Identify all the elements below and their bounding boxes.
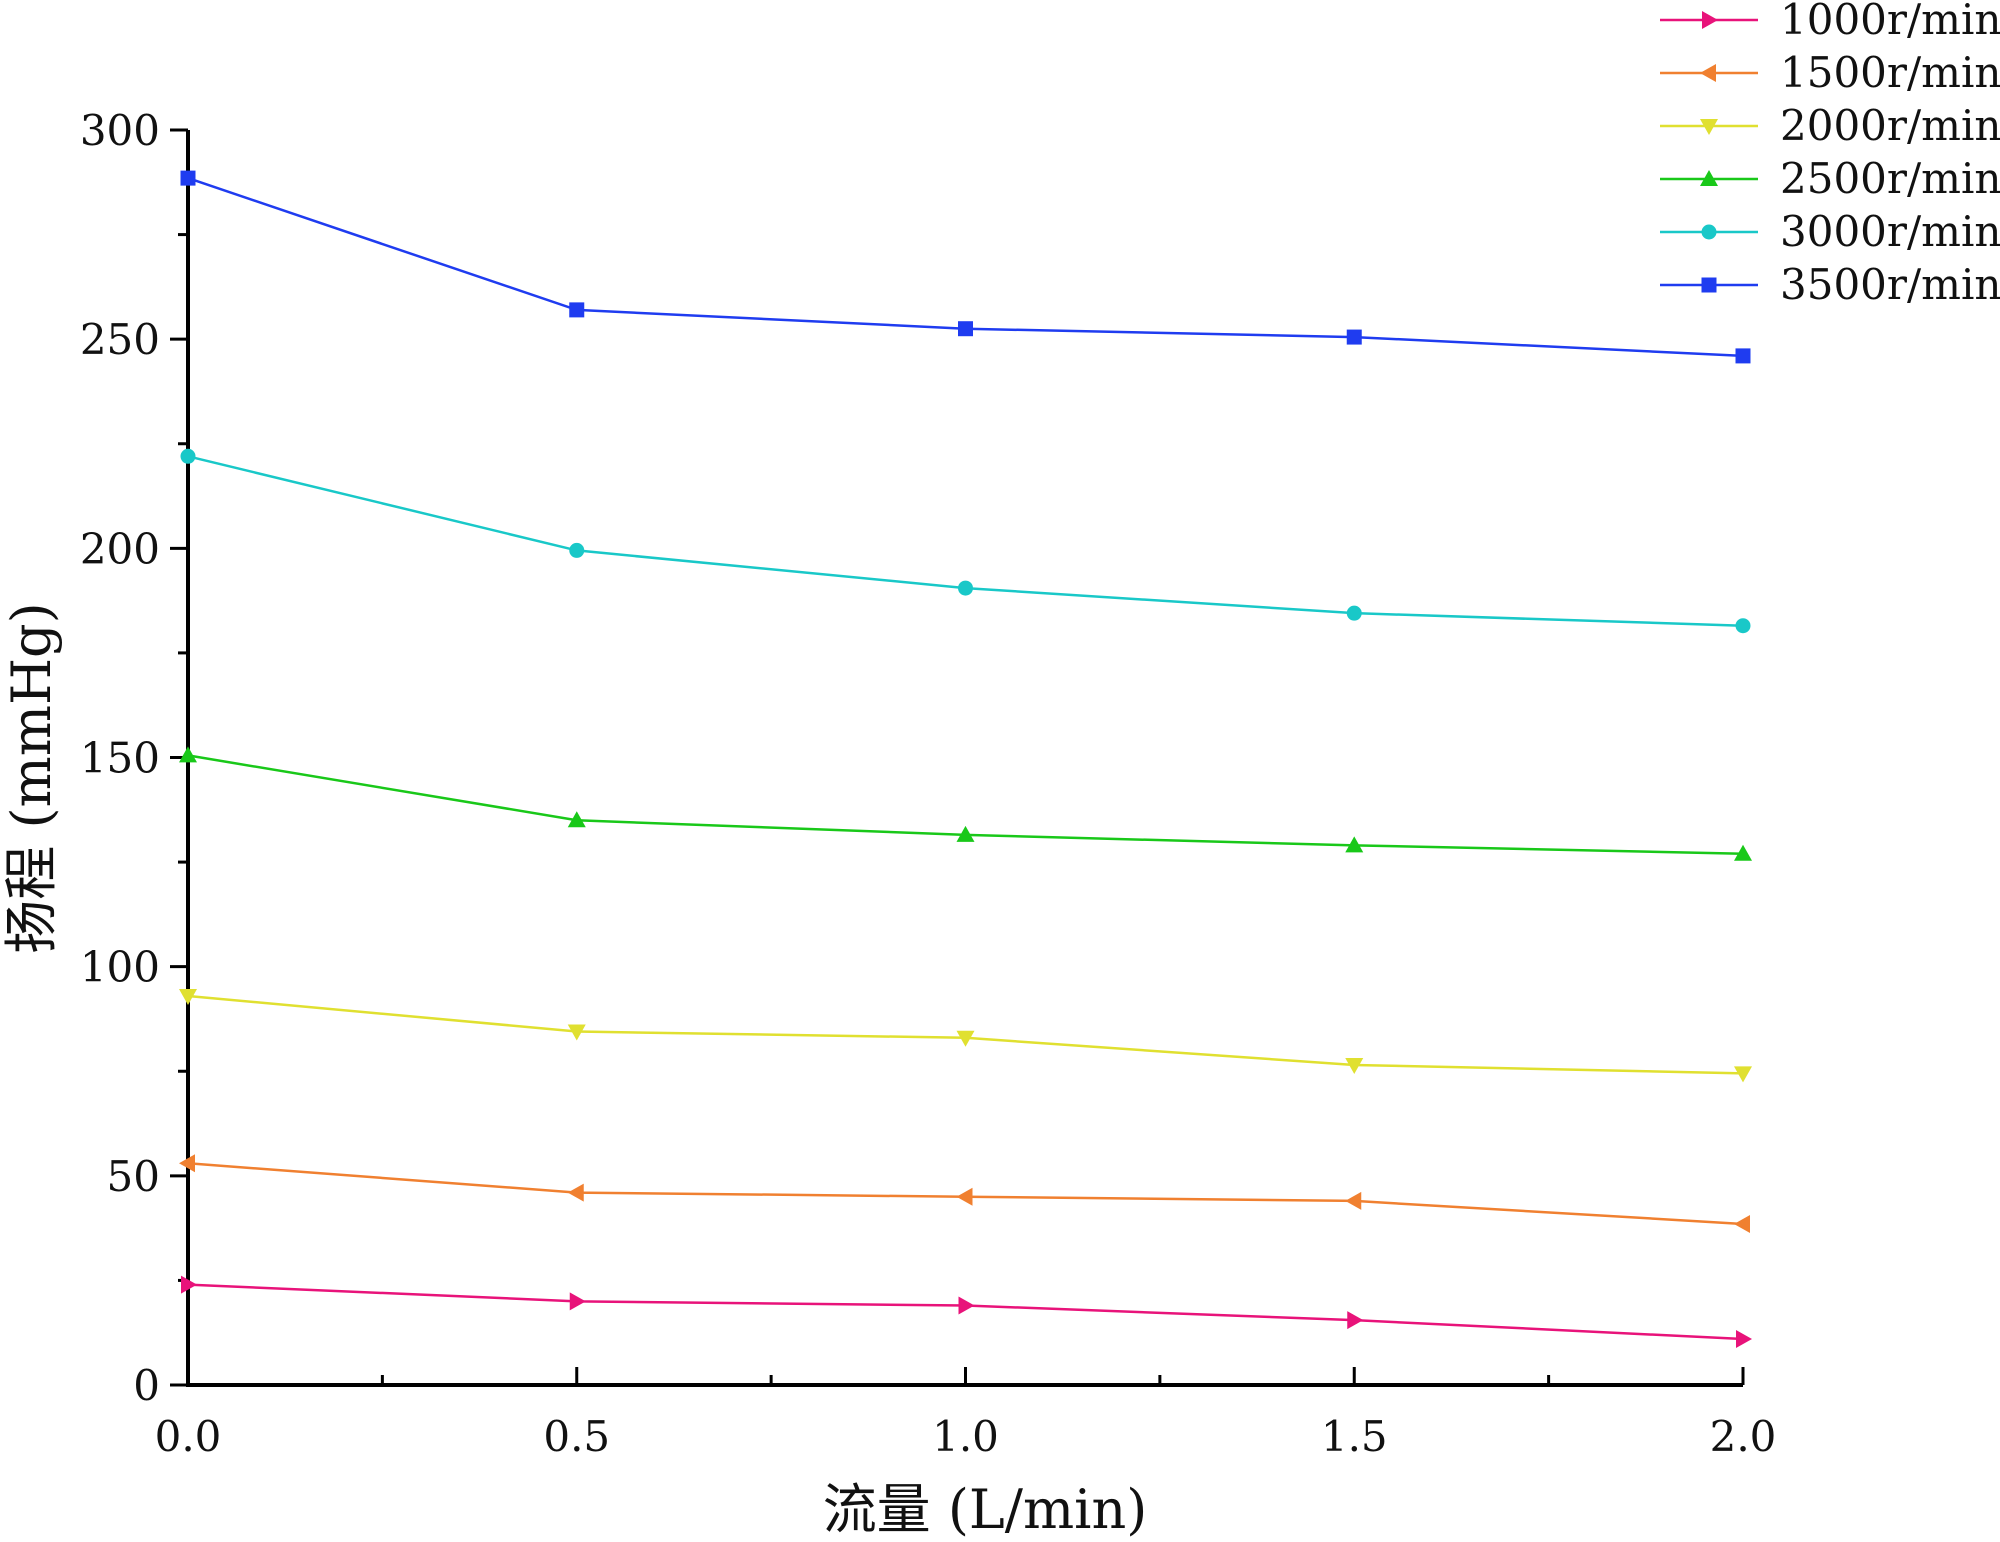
x-tick-label: 1.0 [932, 1412, 999, 1461]
data-point [1736, 1329, 1752, 1348]
x-tick-label: 0.0 [155, 1412, 222, 1461]
legend-item: 3000r/min [1660, 207, 2000, 256]
data-point [956, 1030, 975, 1047]
legend-label: 1000r/min [1780, 0, 2000, 44]
data-point [1735, 348, 1751, 364]
data-point [569, 1292, 586, 1311]
series-1000r-min [181, 1275, 1752, 1348]
data-point [1734, 844, 1752, 861]
data-point [1735, 618, 1751, 634]
y-tick-label: 100 [80, 943, 160, 992]
data-point [179, 1154, 195, 1173]
data-point [567, 1024, 586, 1041]
legend-marker [1700, 119, 1718, 135]
series-2500r-min [179, 746, 1752, 861]
legend-item: 1500r/min [1660, 48, 2000, 97]
data-point [1346, 605, 1362, 621]
data-point [180, 170, 196, 186]
data-point [1345, 1057, 1364, 1074]
data-point [181, 1275, 197, 1294]
data-point [180, 448, 196, 464]
legend-label: 2000r/min [1780, 101, 2000, 150]
legend-item: 3500r/min [1660, 260, 2000, 309]
series-line [187, 455, 1744, 627]
legend-label: 1500r/min [1780, 48, 2000, 97]
data-point [179, 988, 197, 1005]
data-point [567, 811, 586, 828]
legend-item: 1000r/min [1660, 0, 2000, 44]
data-point [958, 1296, 975, 1315]
data-point [958, 580, 973, 596]
y-tick-label: 50 [107, 1152, 160, 1201]
y-tick-label: 300 [80, 106, 160, 155]
x-tick-label: 0.5 [543, 1412, 610, 1461]
axes: 0.0 0.5 1.0 1.5 2.0 0 50 100 150 200 250 300 [80, 106, 1777, 1461]
legend-marker [1700, 64, 1716, 82]
y-tick-label: 200 [80, 524, 160, 573]
x-axis-title: 流量 (L/min) [823, 1478, 1148, 1541]
series-1500r-min [179, 1154, 1750, 1233]
legend-marker [1700, 170, 1718, 186]
legend-label: 3500r/min [1780, 260, 2000, 309]
x-tick-label: 1.5 [1321, 1412, 1388, 1461]
data-point [1734, 1214, 1750, 1233]
data-point [1346, 329, 1362, 345]
legend-label: 2500r/min [1780, 154, 2000, 203]
series-3500r-min [180, 170, 1751, 364]
data-point [956, 825, 975, 842]
legend-marker [1701, 277, 1717, 293]
data-point [179, 746, 197, 763]
legend-marker [1701, 224, 1717, 240]
legend-marker [1702, 11, 1718, 29]
data-point [567, 1183, 584, 1202]
legend-label: 3000r/min [1780, 207, 2000, 256]
data-point [1734, 1066, 1752, 1083]
legend: 1000r/min1500r/min2000r/min2500r/min3000… [1660, 0, 2000, 309]
data-point [1347, 1311, 1364, 1330]
y-tick-label: 0 [133, 1361, 160, 1410]
series-group [179, 170, 1752, 1348]
data-point [956, 1187, 973, 1206]
y-axis-title: 扬程 (mmHg) [0, 602, 63, 953]
y-tick-label: 150 [80, 734, 160, 783]
legend-item: 2000r/min [1660, 101, 2000, 150]
x-tick-label: 2.0 [1710, 1412, 1777, 1461]
data-point [569, 542, 585, 558]
legend-item: 2500r/min [1660, 154, 2000, 203]
series-3000r-min [180, 448, 1751, 634]
data-point [1345, 836, 1364, 853]
series-line [187, 1283, 1744, 1341]
data-point [1345, 1191, 1362, 1210]
data-point [569, 302, 585, 318]
series-2000r-min [179, 988, 1752, 1083]
data-point [958, 321, 973, 337]
y-tick-label: 250 [80, 315, 160, 364]
